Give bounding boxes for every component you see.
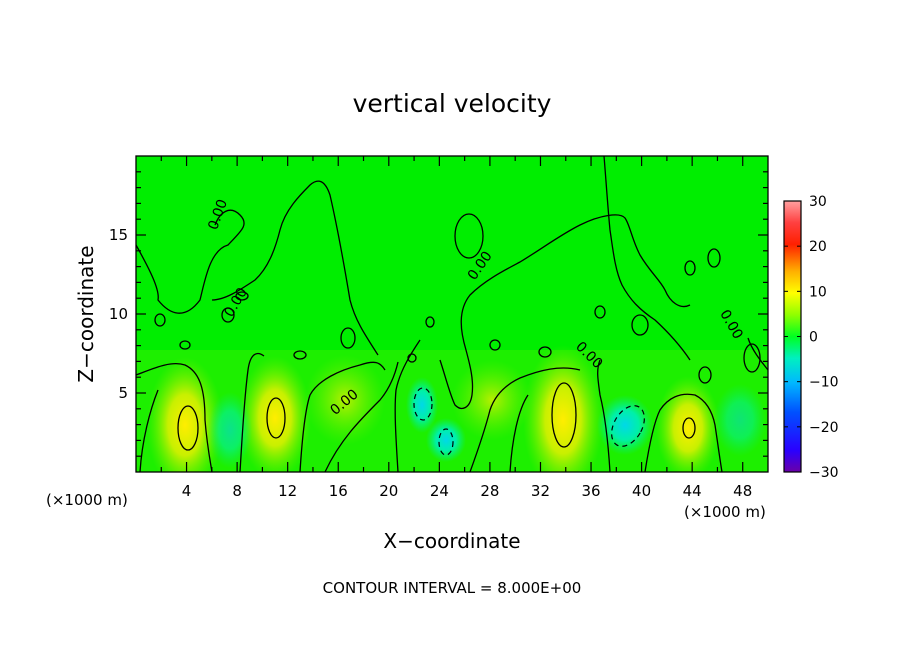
x-tick-label: 48 (733, 482, 752, 500)
contour-interval-note: CONTOUR INTERVAL = 8.000E+00 (323, 579, 582, 597)
colorbar-ticks: 30 20 10 0 −10 −20 −30 (784, 194, 839, 481)
y-tick-label: 5 (118, 384, 128, 402)
x-axis-label: X−coordinate (383, 529, 520, 553)
colorbar: 30 20 10 0 −10 −20 −30 (783, 194, 839, 481)
colorbar-tick-label: 30 (809, 194, 827, 210)
colorbar-tick-label: 10 (809, 284, 827, 300)
chart-title: vertical velocity (353, 89, 552, 118)
y-tick-label: 10 (109, 305, 128, 323)
x-tick-label: 36 (581, 482, 600, 500)
x-tick-label: 28 (480, 482, 499, 500)
x-axis: 4 8 12 16 20 24 28 32 36 40 44 48 (160, 156, 752, 500)
x-tick-label: 32 (531, 482, 550, 500)
contour-lines (136, 156, 768, 472)
x-tick-label: 8 (232, 482, 242, 500)
x-tick-label: 12 (278, 482, 297, 500)
colorbar-tick-label: −30 (809, 465, 839, 481)
colorbar-tick-label: 0 (809, 330, 818, 346)
colorbar-tick-label: −10 (809, 375, 839, 391)
colorbar-tick-label: 20 (809, 239, 827, 255)
negative-contours (413, 387, 645, 456)
x-tick-label: 4 (182, 482, 192, 500)
x-tick-label: 24 (430, 482, 449, 500)
plot-area: 0.000.000.000.000.000.00 (136, 156, 768, 472)
x-tick-label: 44 (683, 482, 702, 500)
colorbar-tick-label: −20 (809, 420, 839, 436)
x-tick-label: 20 (379, 482, 398, 500)
y-tick-label: 15 (109, 226, 128, 244)
x-tick-label: 16 (329, 482, 348, 500)
y-axis-label: Z−coordinate (74, 245, 98, 382)
x-tick-label: 40 (632, 482, 651, 500)
y-axis: 5 10 15 (109, 171, 768, 457)
x-unit-left: (×1000 m) (46, 491, 128, 509)
x-unit-right: (×1000 m) (684, 503, 766, 521)
